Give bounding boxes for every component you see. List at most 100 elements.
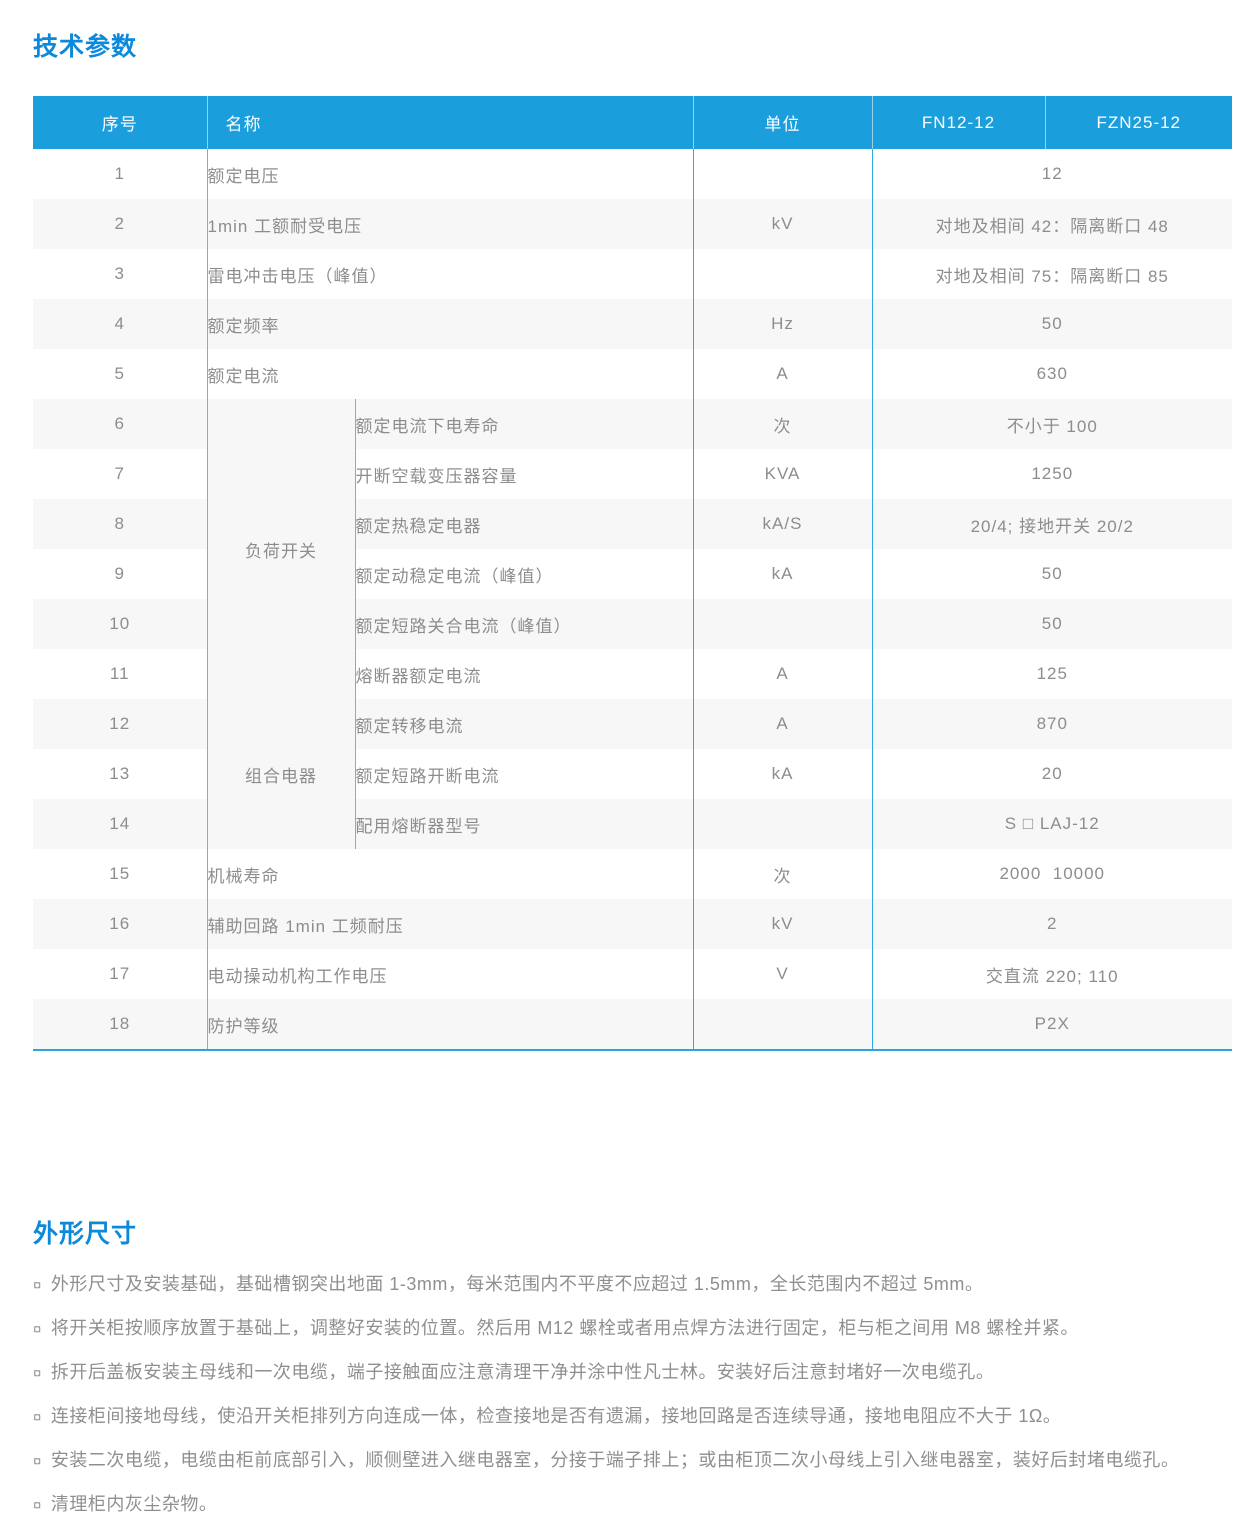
- row-number-cell: 13: [33, 749, 208, 799]
- value-cell: 870: [872, 699, 1232, 749]
- row-number-cell: 15: [33, 849, 208, 899]
- header-model-fzn25: FZN25-12: [1044, 96, 1232, 149]
- table-row: 6 负荷开关 额定电流下电寿命 次 不小于 100: [33, 399, 1232, 699]
- unit-cell: kA: [693, 749, 873, 799]
- param-name-cell: 开断空载变压器容量: [355, 449, 694, 499]
- section-title-tech-params: 技术参数: [33, 33, 138, 61]
- list-item: ¤ 清理柜内灰尘杂物。: [33, 1492, 1260, 1518]
- param-name-cell: 额定短路开断电流: [355, 749, 694, 799]
- table-row: 14 配用熔断器型号 S □ LAJ-12: [33, 799, 1232, 849]
- row-number-cell: 18: [33, 999, 208, 1050]
- row-number-cell: 5: [33, 349, 208, 399]
- table-row: 8 额定热稳定电器 kA/S 20/4; 接地开关 20/2: [33, 499, 1232, 549]
- param-name-cell: 额定动稳定电流（峰值）: [355, 549, 694, 599]
- unit-cell: A: [693, 699, 873, 749]
- param-name-cell: 额定电流下电寿命: [355, 399, 694, 449]
- value-cell: S □ LAJ-12: [872, 799, 1232, 849]
- unit-cell: kV: [693, 899, 873, 949]
- table-row: 12 组合电器 额定转移电流 A 870: [33, 699, 1232, 849]
- unit-cell: V: [693, 949, 873, 999]
- param-name-cell: 1min 工额耐受电压: [207, 199, 694, 249]
- row-number-cell: 12: [33, 699, 208, 749]
- unit-cell: A: [693, 649, 873, 699]
- param-name-cell: 额定热稳定电器: [355, 499, 694, 549]
- row-number-cell: 10: [33, 599, 208, 649]
- table-row: 3 雷电冲击电压（峰值） 对地及相间 75：隔离断口 85: [33, 249, 1232, 299]
- group-cell-combined-apparatus: 组合电器: [207, 699, 356, 849]
- value-cell: 630: [872, 349, 1232, 399]
- list-item: ¤ 拆开后盖板安装主母线和一次电缆，端子接触面应注意清理干净并涂中性凡士林。安装好…: [33, 1360, 1260, 1386]
- table-row: 17 电动操动机构工作电压 V 交直流 220; 110: [33, 949, 1232, 999]
- list-item: ¤ 连接柜间接地母线，使沿开关柜排列方向连成一体，检查接地是否有遗漏，接地回路是否…: [33, 1404, 1260, 1430]
- value-cell: 50: [872, 549, 1232, 599]
- param-name-cell: 配用熔断器型号: [355, 799, 694, 849]
- row-number-cell: 11: [33, 649, 208, 699]
- table-row: 16 辅助回路 1min 工频耐压 kV 2: [33, 899, 1232, 949]
- param-name-cell: 雷电冲击电压（峰值）: [207, 249, 694, 299]
- unit-cell: [693, 149, 873, 199]
- header-unit: 单位: [692, 96, 872, 149]
- value-cell: 1250: [872, 449, 1232, 499]
- note-text: 拆开后盖板安装主母线和一次电缆，端子接触面应注意清理干净并涂中性凡士林。安装好后…: [50, 1362, 995, 1382]
- value-cell: 2: [872, 899, 1232, 949]
- unit-cell: 次: [693, 399, 873, 449]
- installation-notes-list: ¤ 外形尺寸及安装基础，基础槽钢突出地面 1-3mm，每米范围内不平度不应超过 1…: [33, 1272, 1260, 1518]
- row-number-cell: 3: [33, 249, 208, 299]
- row-number-cell: 6: [33, 399, 208, 449]
- table-row: 15 机械寿命 次 2000 10000: [33, 849, 1232, 899]
- row-number-cell: 16: [33, 899, 208, 949]
- note-text: 连接柜间接地母线，使沿开关柜排列方向连成一体，检查接地是否有遗漏，接地回路是否连…: [50, 1406, 1062, 1426]
- value-cell: 20/4; 接地开关 20/2: [872, 499, 1232, 549]
- value-cell: 对地及相间 75：隔离断口 85: [872, 249, 1232, 299]
- param-name-cell: 额定短路关合电流（峰值）: [355, 599, 694, 649]
- value-cell: 2000 10000: [872, 849, 1232, 899]
- row-number-cell: 1: [33, 149, 208, 199]
- note-text: 安装二次电缆，电缆由柜前底部引入，顺侧壁进入继电器室，分接于端子排上；或由柜顶二…: [50, 1450, 1180, 1470]
- unit-cell: 次: [693, 849, 873, 899]
- unit-cell: [693, 799, 873, 849]
- table-header: 序号 名称 单位 FN12-12 FZN25-12: [33, 96, 1232, 149]
- row-number-cell: 17: [33, 949, 208, 999]
- value-cell: 50: [872, 599, 1232, 649]
- table-header-row: 序号 名称 单位 FN12-12 FZN25-12: [33, 96, 1232, 149]
- unit-cell: Hz: [693, 299, 873, 349]
- unit-cell: kV: [693, 199, 873, 249]
- table-row: 11 熔断器额定电流 A 125: [33, 649, 1232, 699]
- group-cell-load-switch: 负荷开关: [207, 399, 356, 699]
- bullet-icon: ¤: [33, 1277, 42, 1294]
- table-row: 5 额定电流 A 630: [33, 349, 1232, 399]
- table-row: 13 额定短路开断电流 kA 20: [33, 749, 1232, 799]
- bullet-icon: ¤: [33, 1497, 42, 1514]
- row-number-cell: 4: [33, 299, 208, 349]
- bullet-icon: ¤: [33, 1453, 42, 1470]
- bullet-icon: ¤: [33, 1365, 42, 1382]
- section-title-outline-dimensions: 外形尺寸: [33, 1220, 138, 1248]
- unit-cell: kA: [693, 549, 873, 599]
- value-cell: 交直流 220; 110: [872, 949, 1232, 999]
- note-text: 将开关柜按顺序放置于基础上，调整好安装的位置。然后用 M12 螺栓或者用点焊方法…: [50, 1318, 1079, 1338]
- row-number-cell: 9: [33, 549, 208, 599]
- unit-cell: [693, 249, 873, 299]
- note-text: 清理柜内灰尘杂物。: [50, 1494, 218, 1514]
- param-name-cell: 辅助回路 1min 工频耐压: [207, 899, 694, 949]
- value-cell: 50: [872, 299, 1232, 349]
- table-row: 9 额定动稳定电流（峰值） kA 50: [33, 549, 1232, 599]
- table-row: 4 额定频率 Hz 50: [33, 299, 1232, 349]
- param-name-cell: 额定频率: [207, 299, 694, 349]
- unit-cell: kA/S: [693, 499, 873, 549]
- param-name-cell: 额定转移电流: [355, 699, 694, 749]
- table-row: 7 开断空载变压器容量 KVA 1250: [33, 449, 1232, 499]
- row-number-cell: 7: [33, 449, 208, 499]
- row-number-cell: 14: [33, 799, 208, 849]
- param-name-cell: 电动操动机构工作电压: [207, 949, 694, 999]
- table-row: 2 1min 工额耐受电压 kV 对地及相间 42：隔离断口 48: [33, 199, 1232, 249]
- unit-cell: [693, 599, 873, 649]
- unit-cell: KVA: [693, 449, 873, 499]
- value-cell: 12: [872, 149, 1232, 199]
- value-cell: 20: [872, 749, 1232, 799]
- value-cell: 125: [872, 649, 1232, 699]
- unit-cell: A: [693, 349, 873, 399]
- note-text: 外形尺寸及安装基础，基础槽钢突出地面 1-3mm，每米范围内不平度不应超过 1.…: [50, 1274, 984, 1294]
- list-item: ¤ 外形尺寸及安装基础，基础槽钢突出地面 1-3mm，每米范围内不平度不应超过 1…: [33, 1272, 1260, 1298]
- header-name: 名称: [206, 96, 693, 149]
